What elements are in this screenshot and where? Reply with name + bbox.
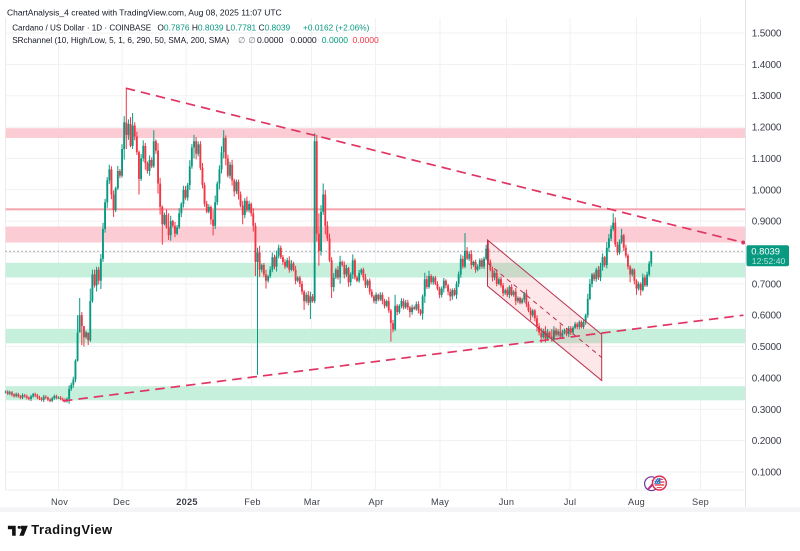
svg-text:0.4000: 0.4000 [752, 373, 782, 384]
svg-text:Cardano / US Dollar · 1D · COI: Cardano / US Dollar · 1D · COINBASE O0.78… [12, 22, 369, 32]
svg-text:Feb: Feb [244, 497, 261, 507]
svg-text:0.8039: 0.8039 [751, 246, 780, 257]
svg-text:0.6000: 0.6000 [752, 311, 782, 322]
svg-text:1.5000: 1.5000 [752, 29, 782, 40]
svg-text:SRchannel (10, High/Low, 5, 1,: SRchannel (10, High/Low, 5, 1, 6, 290, 5… [12, 35, 379, 45]
svg-text:Jul: Jul [564, 497, 577, 507]
svg-text:12:52:40: 12:52:40 [752, 256, 786, 266]
svg-text:0.7000: 0.7000 [752, 279, 782, 290]
svg-text:May: May [431, 497, 449, 507]
svg-text:0.2000: 0.2000 [752, 436, 782, 447]
svg-text:0.9000: 0.9000 [752, 217, 782, 228]
svg-text:1.0000: 1.0000 [752, 185, 782, 196]
svg-text:TradingView: TradingView [31, 522, 113, 537]
svg-text:2025: 2025 [176, 497, 197, 507]
svg-text:Nov: Nov [51, 497, 68, 507]
svg-text:0.5000: 0.5000 [752, 342, 782, 353]
svg-text:0.1000: 0.1000 [752, 468, 782, 479]
svg-text:Mar: Mar [304, 497, 321, 507]
svg-text:1.3000: 1.3000 [752, 91, 782, 102]
svg-text:Aug: Aug [628, 497, 645, 507]
svg-text:Sep: Sep [692, 497, 709, 507]
svg-text:Apr: Apr [368, 497, 383, 507]
svg-text:1.4000: 1.4000 [752, 60, 782, 71]
svg-text:ChartAnalysis_4 created with T: ChartAnalysis_4 created with TradingView… [7, 7, 282, 17]
svg-text:Jun: Jun [499, 497, 515, 507]
svg-text:0.3000: 0.3000 [752, 405, 782, 416]
svg-text:Dec: Dec [113, 497, 130, 507]
svg-text:1.2000: 1.2000 [752, 123, 782, 134]
svg-text:1.1000: 1.1000 [752, 154, 782, 165]
